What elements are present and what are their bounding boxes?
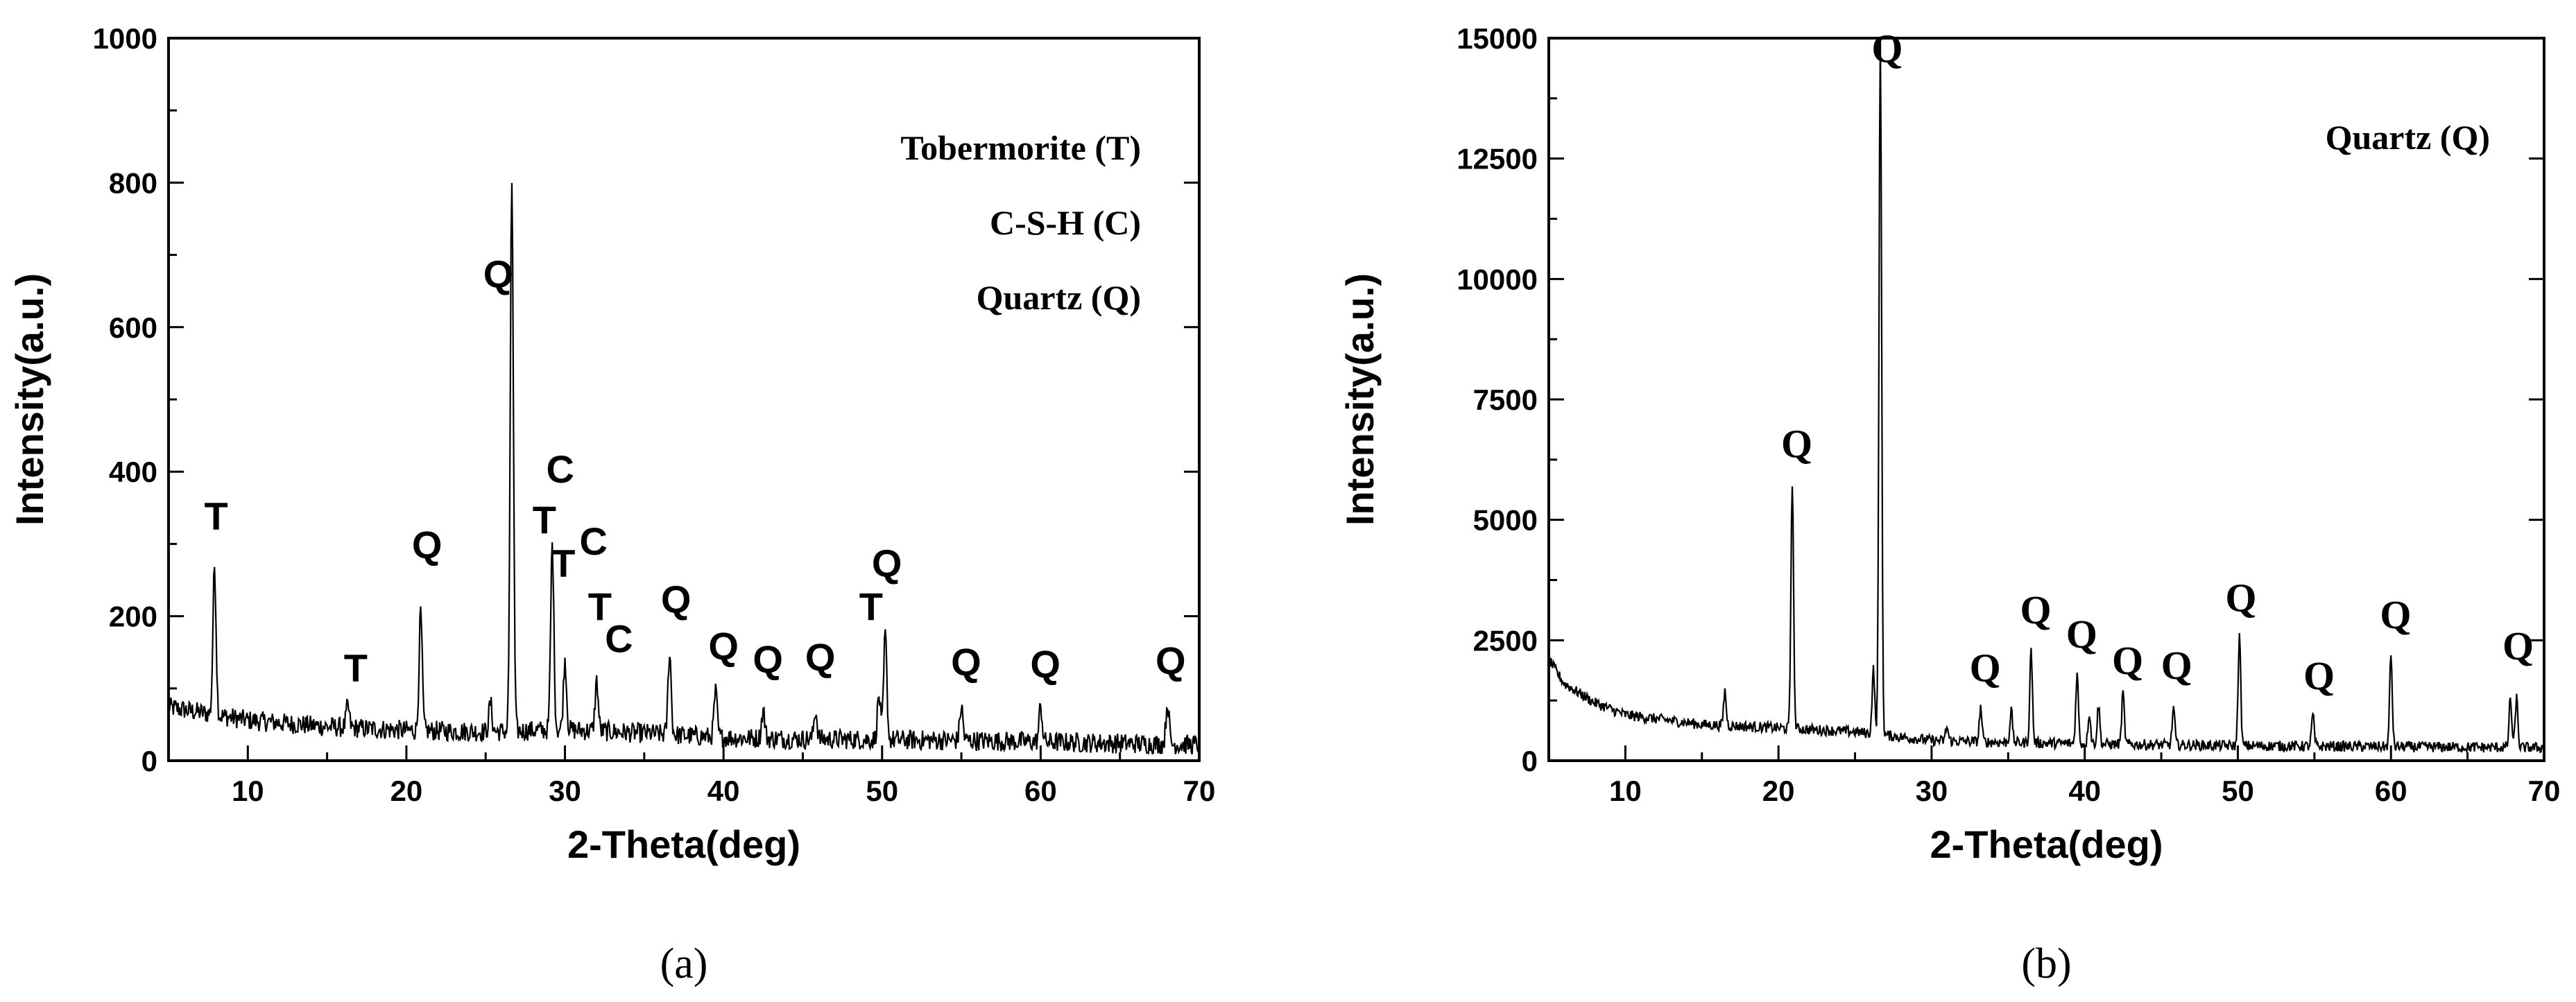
x-tick-label: 50 [866,775,898,807]
panel-caption: (b) [2021,940,2071,987]
y-tick-label: 0 [141,745,157,777]
x-tick-label: 40 [707,775,740,807]
peak-label: Q [1970,645,2001,690]
x-tick-label: 10 [232,775,264,807]
peak-label: Q [753,637,783,681]
legend-entry: Quartz (Q) [2326,118,2490,157]
peak-label: Q [2112,638,2143,683]
peak-label: C [546,447,574,491]
y-tick-label: 200 [109,601,157,633]
y-tick-label: 15000 [1457,22,1538,55]
y-tick-label: 0 [1522,745,1538,777]
y-tick-label: 1000 [93,22,157,55]
x-tick-label: 50 [2222,775,2254,807]
peak-label: Q [2303,653,2335,698]
x-axis-title: 2-Theta(deg) [1930,822,2163,866]
peak-label: Q [2020,587,2051,632]
x-tick-label: 40 [2068,775,2101,807]
x-tick-label: 70 [2528,775,2561,807]
peak-label: Q [1781,421,1812,466]
peak-label: Q [661,577,692,621]
x-tick-label: 70 [1183,775,1216,807]
x-tick-label: 30 [1916,775,1948,807]
peak-label: T [204,494,227,538]
peak-label: Q [1030,642,1061,686]
y-tick-label: 400 [109,456,157,488]
y-tick-label: 10000 [1457,263,1538,295]
y-tick-label: 7500 [1473,383,1538,416]
x-tick-label: 60 [2375,775,2407,807]
y-tick-label: 5000 [1473,504,1538,537]
chart-panel-a: 10 20 30 40 50 60 70 0 200 400 600 800 1000 2-Theta(d… [8,22,1215,987]
peak-label: C [579,519,607,563]
peak-label: T [344,646,368,689]
peak-label: Q [805,635,836,679]
peak-label: Q [483,252,514,296]
peak-label: T [533,498,556,542]
y-tick-label: 800 [109,166,157,199]
legend-entry: C-S-H (C) [990,203,1141,242]
peak-label: Q [872,541,902,585]
y-tick-label: 600 [109,311,157,344]
x-tick-label: 60 [1024,775,1057,807]
legend-entry: Tobermorite (T) [900,128,1141,167]
peak-label: Q [708,624,739,668]
peak-label: Q [951,640,981,684]
peak-label: Q [412,523,443,567]
panel-caption: (a) [660,940,708,987]
peak-label: Q [2161,643,2192,688]
x-tick-label: 30 [549,775,581,807]
peak-label: Q [2380,592,2411,637]
chart-panel-b: 10 20 30 40 50 60 70 0 2500 5000 7500 10000 12500 150… [1338,22,2560,987]
peak-label: T [588,585,612,628]
peak-label: Q [1871,26,1903,71]
y-tick-label: 12500 [1457,143,1538,175]
peak-label: C [605,617,633,661]
x-tick-label: 20 [390,775,423,807]
peak-label: Q [2066,612,2097,657]
peak-label: T [551,541,575,585]
xrd-pattern-line [167,182,1201,755]
peak-label: Q [2225,576,2256,621]
peak-label: Q [1156,639,1186,682]
xrd-pattern-line [1547,39,2545,755]
y-axis-title: Intensity(a.u.) [8,273,51,526]
x-tick-label: 20 [1762,775,1795,807]
y-tick-label: 2500 [1473,624,1538,657]
x-axis-title: 2-Theta(deg) [567,822,800,866]
legend-entry: Quartz (Q) [977,278,1141,317]
peak-label: Q [2502,623,2534,668]
peak-label: T [859,585,883,628]
y-axis-title: Intensity(a.u.) [1338,273,1382,526]
x-tick-label: 10 [1609,775,1642,807]
